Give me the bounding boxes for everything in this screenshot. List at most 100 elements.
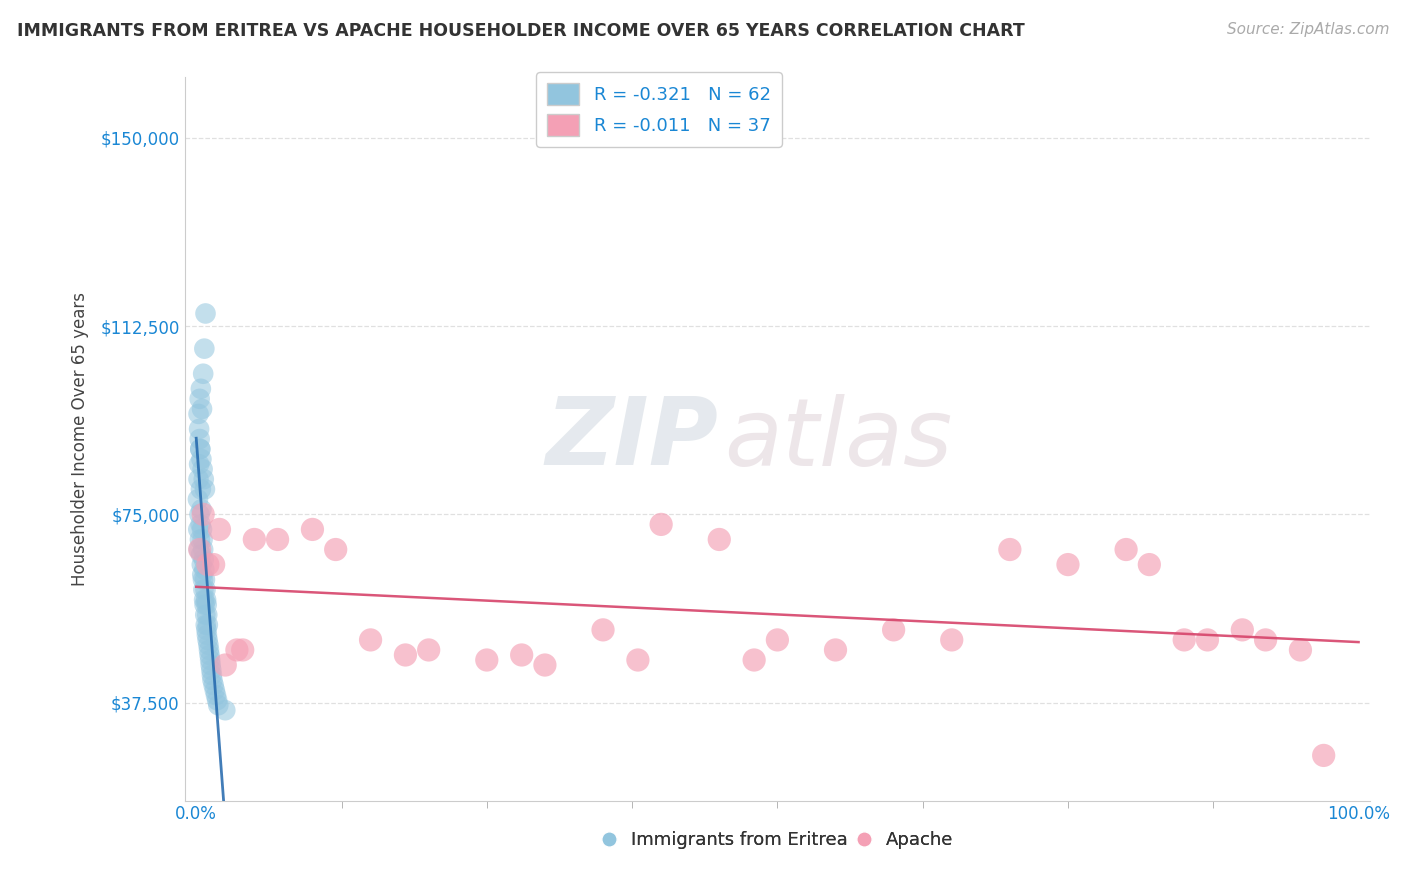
Point — [190, 517, 212, 532]
Point — [766, 632, 789, 647]
Point — [197, 618, 219, 632]
Point — [883, 623, 905, 637]
Point — [650, 517, 672, 532]
Point — [197, 632, 219, 647]
Point — [195, 623, 218, 637]
Point — [1197, 632, 1219, 647]
Point — [188, 457, 211, 471]
Point — [207, 698, 229, 713]
Point — [188, 432, 211, 446]
Text: atlas: atlas — [724, 393, 952, 484]
Point — [194, 306, 217, 320]
Point — [197, 638, 219, 652]
Point — [188, 422, 211, 436]
Point — [193, 367, 215, 381]
Point — [201, 668, 224, 682]
Point — [193, 342, 215, 356]
Point — [188, 442, 211, 456]
Point — [190, 452, 212, 467]
Point — [194, 573, 217, 587]
Point — [195, 592, 218, 607]
Point — [188, 442, 211, 456]
Point — [187, 407, 209, 421]
Point — [191, 573, 214, 587]
Point — [191, 523, 214, 537]
Point — [205, 688, 228, 702]
Point — [195, 607, 218, 622]
Point — [204, 683, 226, 698]
Point — [243, 533, 266, 547]
Point — [193, 472, 215, 486]
Point — [214, 703, 236, 717]
Point — [188, 533, 211, 547]
Point — [193, 592, 215, 607]
Point — [191, 567, 214, 582]
Point — [198, 648, 221, 662]
Point — [198, 653, 221, 667]
Point — [190, 502, 212, 516]
Point — [195, 598, 218, 612]
Point — [187, 523, 209, 537]
Point — [205, 693, 228, 707]
Point — [1173, 632, 1195, 647]
Point — [191, 533, 214, 547]
Point — [214, 658, 236, 673]
Point — [627, 653, 650, 667]
Point — [534, 658, 557, 673]
Point — [191, 558, 214, 572]
Point — [190, 548, 212, 562]
Point — [194, 607, 217, 622]
Text: IMMIGRANTS FROM ERITREA VS APACHE HOUSEHOLDER INCOME OVER 65 YEARS CORRELATION C: IMMIGRANTS FROM ERITREA VS APACHE HOUSEH… — [17, 22, 1025, 40]
Point — [232, 643, 254, 657]
Point — [187, 492, 209, 507]
Point — [592, 623, 614, 637]
Point — [225, 643, 247, 657]
Point — [193, 582, 215, 597]
Point — [360, 632, 382, 647]
Point — [193, 563, 215, 577]
Point — [188, 508, 211, 522]
Point — [1289, 643, 1312, 657]
Point — [394, 648, 416, 662]
Point — [824, 643, 846, 657]
Point — [191, 401, 214, 416]
Point — [193, 542, 215, 557]
Point — [208, 523, 231, 537]
Point — [194, 618, 217, 632]
Legend: Immigrants from Eritrea, Apache: Immigrants from Eritrea, Apache — [595, 824, 960, 856]
Point — [1254, 632, 1277, 647]
Point — [198, 643, 221, 657]
Text: Source: ZipAtlas.com: Source: ZipAtlas.com — [1226, 22, 1389, 37]
Point — [1137, 558, 1160, 572]
Point — [325, 542, 347, 557]
Point — [194, 598, 217, 612]
Point — [193, 552, 215, 566]
Point — [1232, 623, 1254, 637]
Point — [301, 523, 323, 537]
Point — [188, 542, 211, 557]
Point — [475, 653, 498, 667]
Point — [1115, 542, 1137, 557]
Point — [709, 533, 731, 547]
Point — [191, 462, 214, 476]
Point — [187, 542, 209, 557]
Point — [742, 653, 765, 667]
Point — [194, 482, 217, 496]
Point — [266, 533, 288, 547]
Point — [190, 482, 212, 496]
Point — [194, 582, 217, 597]
Point — [200, 663, 222, 677]
Point — [195, 628, 218, 642]
Text: ZIP: ZIP — [546, 393, 718, 485]
Point — [510, 648, 533, 662]
Point — [201, 673, 224, 687]
Point — [190, 382, 212, 396]
Point — [998, 542, 1021, 557]
Point — [941, 632, 963, 647]
Point — [193, 508, 215, 522]
Point — [187, 472, 209, 486]
Point — [202, 678, 225, 692]
Point — [202, 558, 225, 572]
Point — [200, 658, 222, 673]
Point — [197, 558, 219, 572]
